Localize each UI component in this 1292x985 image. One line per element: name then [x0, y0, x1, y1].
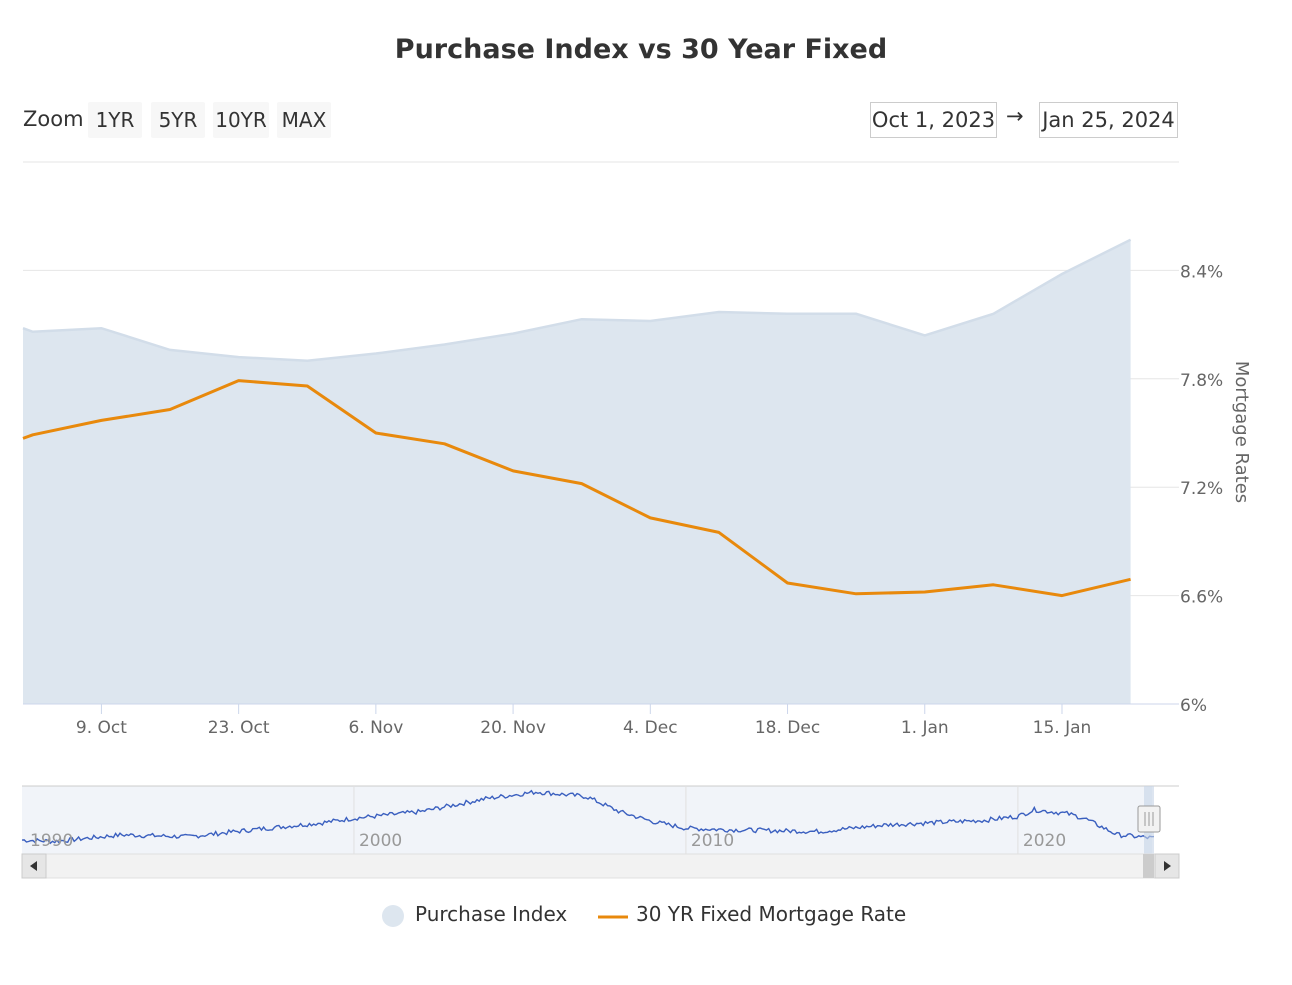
legend-purchase-index[interactable]: Purchase Index: [415, 902, 568, 926]
legend-area-marker-icon[interactable]: [382, 905, 404, 927]
navigator-year-label: 2020: [1023, 831, 1066, 851]
navigator[interactable]: 1990 2000 2010 2020: [21, 785, 1179, 854]
navigator-selected-area: [22, 786, 1152, 854]
y-tick-label: 8.4%: [1180, 262, 1223, 282]
zoom-10yr-button[interactable]: 10YR: [213, 102, 269, 138]
x-axis: 9. Oct 23. Oct 6. Nov 20. Nov 4. Dec 18. Dec 1…: [76, 704, 1091, 738]
mortgage-rate-line: [22, 379, 1131, 598]
range-from-input[interactable]: Oct 1, 2023: [870, 102, 997, 138]
y-tick-label: 7.8%: [1180, 371, 1223, 391]
zoom-5yr-button[interactable]: 5YR: [151, 102, 205, 138]
y-tick-label: 6.6%: [1180, 588, 1223, 608]
x-tick-label: 23. Oct: [208, 718, 270, 738]
legend-mortgage-rate[interactable]: 30 YR Fixed Mortgage Rate: [636, 902, 907, 926]
chart-title: Purchase Index vs 30 Year Fixed: [394, 34, 888, 65]
navigator-year-label: 2010: [691, 831, 734, 851]
y-axis: 6% 6.6% 7.2% 7.8% 8.4%: [1180, 262, 1223, 716]
scroll-left-arrow-icon: [30, 861, 37, 871]
scrollbar-thumb[interactable]: [1143, 854, 1154, 878]
x-tick-label: 18. Dec: [755, 718, 820, 738]
y-tick-label: 6%: [1180, 696, 1207, 716]
scrollbar-track[interactable]: [21, 853, 1180, 879]
scroll-right-arrow-icon: [1164, 861, 1171, 871]
navigator-year-label: 2000: [359, 831, 402, 851]
zoom-1yr-button[interactable]: 1YR: [88, 102, 142, 138]
navigator-year-label: 1990: [30, 831, 73, 851]
navigator-handle[interactable]: [1137, 805, 1161, 833]
navigator-year-labels: 1990 2000 2010 2020: [30, 831, 1066, 851]
zoom-max-button[interactable]: MAX: [277, 102, 331, 138]
x-tick-label: 1. Jan: [901, 718, 949, 738]
purchase-index-line: [22, 238, 1132, 362]
y-axis-title: Mortgage Rates: [1231, 361, 1252, 503]
range-arrow-icon: →: [1006, 104, 1024, 128]
range-to-input[interactable]: Jan 25, 2024: [1039, 102, 1178, 138]
purchase-index-area: [23, 239, 1131, 704]
y-tick-label: 7.2%: [1180, 479, 1223, 499]
scrollbar[interactable]: [21, 853, 1180, 879]
navigator-series-line: [21, 789, 1155, 845]
x-tick-label: 9. Oct: [76, 718, 127, 738]
x-tick-label: 4. Dec: [623, 718, 678, 738]
zoom-label: Zoom: [23, 107, 84, 131]
x-tick-label: 15. Jan: [1033, 718, 1092, 738]
x-tick-label: 6. Nov: [348, 718, 403, 738]
x-tick-label: 20. Nov: [480, 718, 546, 738]
